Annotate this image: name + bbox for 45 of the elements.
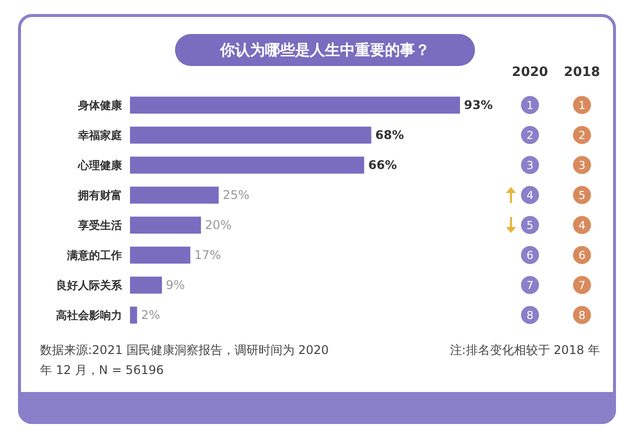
text: 3: [573, 156, 591, 174]
y-tick-label: 满意的工作: [66, 248, 122, 262]
data-label: 2%: [141, 308, 160, 322]
data-label: 20%: [204, 218, 232, 232]
y-tick-label: 心理健康: [77, 158, 123, 172]
text: 4: [573, 216, 591, 234]
y-tick-label: 高社会影响力: [56, 308, 122, 322]
text: 8: [521, 306, 539, 324]
text: 4: [521, 186, 539, 204]
text: 2: [521, 126, 539, 144]
data-label: 25%: [222, 188, 250, 202]
bar: [130, 276, 162, 294]
text: 1: [521, 96, 539, 114]
text: 2018: [562, 65, 602, 80]
bar: [130, 156, 364, 174]
bar: [130, 96, 460, 114]
y-tick-label: 良好人际关系: [56, 278, 123, 292]
text: 8: [573, 306, 591, 324]
text: 5: [521, 216, 539, 234]
text: 5: [573, 186, 591, 204]
source-note: 数据来源:2021 国民健康洞察报告，调研时间为 2020 年 12 月，N = 56196: [40, 342, 330, 379]
text: 2: [573, 126, 591, 144]
data-label: 68%: [375, 128, 404, 142]
data-label: 17%: [194, 248, 221, 262]
y-tick-label: 拥有财富: [77, 188, 122, 202]
text: 7: [573, 276, 591, 294]
text: 6: [521, 246, 539, 264]
text: 7: [521, 276, 539, 294]
chart-title: 你认为哪些是人生中重要的事？: [175, 34, 475, 66]
bar: [130, 186, 219, 204]
data-label: 66%: [368, 158, 397, 172]
data-label: 93%: [464, 98, 493, 112]
bar: [130, 246, 190, 264]
text: 3: [521, 156, 539, 174]
text: 2020: [510, 65, 550, 80]
bar: [130, 126, 372, 144]
data-label: 9%: [166, 278, 185, 292]
bar: [130, 306, 138, 324]
y-tick-label: 幸福家庭: [77, 128, 122, 142]
y-tick-label: 享受生活: [77, 218, 122, 232]
bar: [130, 216, 201, 234]
text: 注:排名变化相较于 2018 年: [450, 342, 600, 359]
text: 1: [573, 96, 591, 114]
text: 6: [573, 246, 591, 264]
y-tick-label: 身体健康: [77, 98, 123, 112]
